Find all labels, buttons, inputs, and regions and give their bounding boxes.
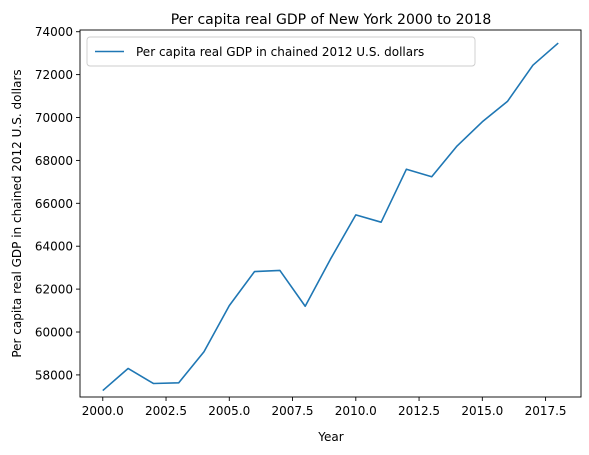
y-tick-label: 70000 [35, 111, 73, 125]
x-tick-label: 2010.0 [335, 404, 377, 418]
y-tick-label: 60000 [35, 326, 73, 340]
legend: Per capita real GDP in chained 2012 U.S.… [86, 36, 476, 67]
y-tick-label: 68000 [35, 154, 73, 168]
y-tick-label: 64000 [35, 240, 73, 254]
series-layer [102, 42, 559, 392]
x-tick-label: 2015.0 [461, 404, 503, 418]
series-line [102, 42, 559, 392]
legend-box [86, 36, 476, 67]
x-tick-label: 2007.5 [272, 404, 314, 418]
chart-title: Per capita real GDP of New York 2000 to … [171, 12, 492, 28]
x-axis: 2000.0 2002.5 2005.0 2007.5 2010.0 2012.5 2015… [82, 397, 567, 418]
x-tick-label: 2012.5 [398, 404, 440, 418]
x-axis-label: Year [317, 430, 343, 444]
x-tick-label: 2002.5 [145, 404, 187, 418]
plot-frame [79, 29, 582, 398]
y-tick-label: 62000 [35, 283, 73, 297]
plot-area: 2000.0 2002.5 2005.0 2007.5 2010.0 2012.5 2015… [35, 25, 582, 418]
x-tick-label: 2017.5 [525, 404, 567, 418]
y-tick-label: 66000 [35, 197, 73, 211]
y-tick-label: 74000 [35, 25, 73, 39]
legend-label: Per capita real GDP in chained 2012 U.S.… [136, 45, 424, 59]
y-tick-label: 72000 [35, 68, 73, 82]
y-axis-label: Per capita real GDP in chained 2012 U.S.… [10, 69, 24, 357]
y-tick-label: 58000 [35, 368, 73, 382]
y-axis: 58000 60000 62000 64000 66000 68000 70000 72000… [35, 25, 80, 382]
x-tick-label: 2000.0 [82, 404, 124, 418]
x-tick-label: 2005.0 [208, 404, 250, 418]
